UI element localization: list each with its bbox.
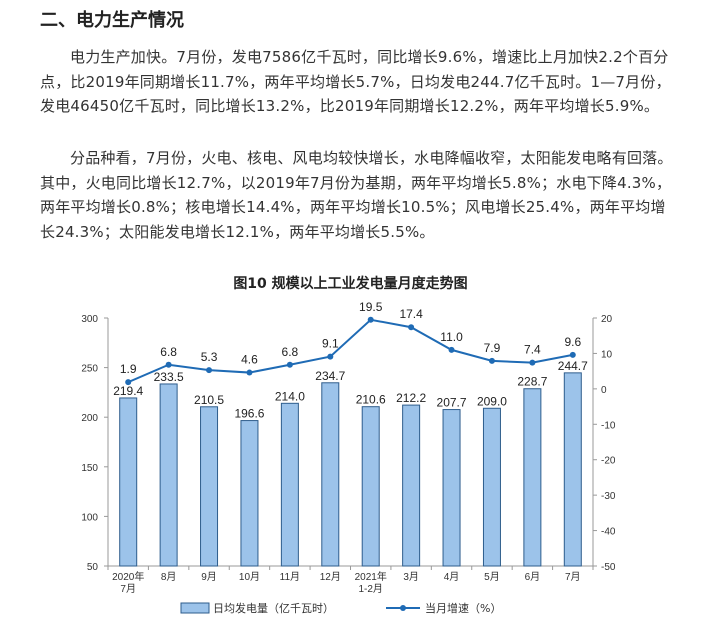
bar-data-label: 234.7 xyxy=(315,369,345,383)
x-tick-label: 10月 xyxy=(239,571,260,583)
bar-daily-generation xyxy=(159,383,178,567)
bar-data-label: 210.5 xyxy=(194,393,224,407)
bar-data-label: 244.7 xyxy=(558,359,588,373)
right-tick-label: 10 xyxy=(601,349,613,360)
line-data-label: 6.8 xyxy=(160,345,177,359)
left-tick-label: 200 xyxy=(81,413,98,424)
bar-data-label: 214.0 xyxy=(275,389,305,403)
x-tick-label: 2021年 xyxy=(355,570,387,583)
bar-daily-generation xyxy=(523,388,542,567)
right-tick-label: -10 xyxy=(601,420,616,431)
line-data-label: 1.9 xyxy=(120,362,137,376)
bar-daily-generation xyxy=(321,382,340,567)
line-data-label: 6.8 xyxy=(282,345,299,359)
line-data-label: 9.6 xyxy=(564,335,581,349)
bar-daily-generation xyxy=(442,409,461,567)
right-tick-label: 20 xyxy=(601,314,613,325)
x-tick-label: 3月 xyxy=(403,571,419,583)
point-monthly-growth xyxy=(448,346,455,353)
bar-data-label: 209.0 xyxy=(477,394,507,408)
point-monthly-growth xyxy=(488,357,495,364)
x-tick-label: 7月 xyxy=(565,571,581,583)
point-monthly-growth xyxy=(327,353,334,360)
bar-data-label: 233.5 xyxy=(154,370,184,384)
right-tick-label: -30 xyxy=(601,491,616,502)
x-tick-label: 12月 xyxy=(320,571,341,583)
point-monthly-growth xyxy=(367,316,374,323)
x-tick-label: 11月 xyxy=(280,571,300,583)
paragraph-by-type: 分品种看，7月份，火电、核电、风电均较快增长，水电降幅收窄，太阳能发电略有回落。… xyxy=(40,149,673,241)
left-tick-label: 250 xyxy=(81,364,98,375)
point-monthly-growth xyxy=(408,324,415,331)
left-tick-label: 300 xyxy=(81,314,98,325)
bar-daily-generation xyxy=(280,402,299,567)
x-tick-label: 6月 xyxy=(525,571,541,583)
right-tick-label: -40 xyxy=(601,527,616,538)
point-monthly-growth xyxy=(206,367,213,374)
line-data-label: 11.0 xyxy=(440,330,463,344)
bar-daily-generation xyxy=(240,420,259,567)
left-tick-label: 150 xyxy=(81,463,98,474)
legend-bar-label: 日均发电量（亿千瓦时） xyxy=(213,601,334,615)
line-data-label: 4.6 xyxy=(241,353,258,367)
x-tick-label: 9月 xyxy=(201,571,217,583)
right-tick-label: 0 xyxy=(601,385,607,396)
bar-data-label: 228.7 xyxy=(517,375,547,389)
bar-daily-generation xyxy=(361,406,380,567)
legend-line-marker xyxy=(400,605,406,611)
bar-daily-generation xyxy=(482,407,501,567)
point-monthly-growth xyxy=(165,361,172,368)
section-heading: 二、电力生产情况 xyxy=(40,10,184,31)
right-tick-label: -50 xyxy=(601,562,616,573)
bar-data-label: 207.7 xyxy=(437,396,467,410)
line-data-label: 5.3 xyxy=(201,350,218,364)
left-tick-label: 100 xyxy=(81,512,98,523)
right-tick-label: -20 xyxy=(601,456,616,467)
line-data-label: 7.9 xyxy=(484,341,501,355)
x-tick-label: 7月 xyxy=(120,583,136,595)
bar-daily-generation xyxy=(402,404,421,567)
bar-daily-generation xyxy=(200,406,219,567)
bar-daily-generation xyxy=(563,372,582,567)
x-tick-label: 2020年 xyxy=(112,570,144,583)
line-data-label: 19.5 xyxy=(359,300,383,314)
point-monthly-growth xyxy=(125,379,132,386)
bar-data-label: 210.6 xyxy=(356,393,386,407)
line-monthly-growth xyxy=(127,318,573,384)
point-monthly-growth xyxy=(246,369,253,376)
line-data-label: 7.4 xyxy=(524,343,541,357)
bar-data-label: 219.4 xyxy=(113,384,143,398)
chart-title: 图10 规模以上工业发电量月度走势图 xyxy=(233,276,468,292)
x-tick-label: 1-2月 xyxy=(358,583,382,595)
bar-daily-generation xyxy=(119,397,138,567)
power-generation-chart: 50 100 150 200 250 300 -50 -40 -30 -20 -10 0 10 20 202… xyxy=(81,300,616,615)
point-monthly-growth xyxy=(286,361,293,368)
point-monthly-growth xyxy=(529,359,536,366)
legend-bar-swatch xyxy=(180,602,210,614)
paragraph-power-production: 电力生产加快。7月份，发电7586亿千瓦时，同比增长9.6%，增速比上月加快2.… xyxy=(40,48,671,115)
x-tick-label: 4月 xyxy=(444,571,460,583)
bar-data-label: 212.2 xyxy=(396,391,426,405)
x-tick-label: 5月 xyxy=(484,571,500,583)
left-tick-label: 50 xyxy=(87,562,99,573)
point-monthly-growth xyxy=(569,351,576,358)
line-data-label: 9.1 xyxy=(322,337,339,351)
bar-data-label: 196.6 xyxy=(234,407,264,421)
x-tick-label: 8月 xyxy=(161,571,177,583)
line-data-label: 17.4 xyxy=(399,307,423,321)
legend-line-label: 当月增速（%） xyxy=(425,601,501,615)
